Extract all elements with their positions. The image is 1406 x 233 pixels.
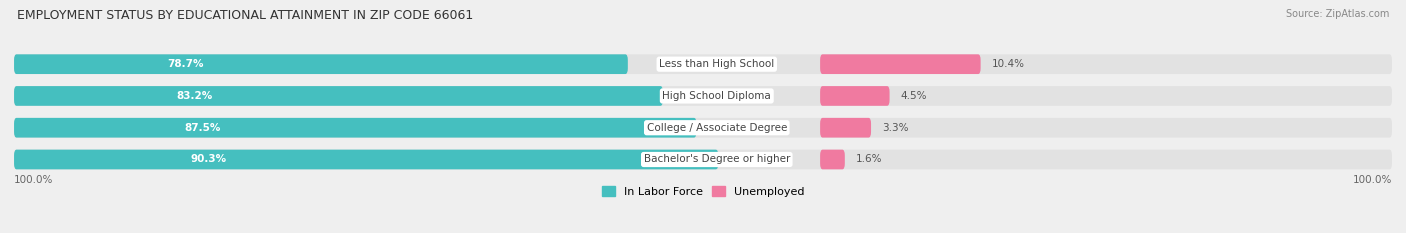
FancyBboxPatch shape xyxy=(14,54,628,74)
FancyBboxPatch shape xyxy=(14,150,718,169)
Text: 100.0%: 100.0% xyxy=(1353,175,1392,185)
Text: 3.3%: 3.3% xyxy=(882,123,908,133)
Text: Less than High School: Less than High School xyxy=(659,59,775,69)
Text: EMPLOYMENT STATUS BY EDUCATIONAL ATTAINMENT IN ZIP CODE 66061: EMPLOYMENT STATUS BY EDUCATIONAL ATTAINM… xyxy=(17,9,474,22)
FancyBboxPatch shape xyxy=(820,86,890,106)
FancyBboxPatch shape xyxy=(820,54,980,74)
Text: 4.5%: 4.5% xyxy=(901,91,927,101)
Text: 100.0%: 100.0% xyxy=(14,175,53,185)
Text: Source: ZipAtlas.com: Source: ZipAtlas.com xyxy=(1285,9,1389,19)
FancyBboxPatch shape xyxy=(14,86,1392,106)
Legend: In Labor Force, Unemployed: In Labor Force, Unemployed xyxy=(598,182,808,201)
FancyBboxPatch shape xyxy=(14,118,1392,137)
FancyBboxPatch shape xyxy=(820,118,872,137)
Text: High School Diploma: High School Diploma xyxy=(662,91,770,101)
Text: 83.2%: 83.2% xyxy=(176,91,212,101)
FancyBboxPatch shape xyxy=(14,54,1392,74)
FancyBboxPatch shape xyxy=(14,86,662,106)
Text: College / Associate Degree: College / Associate Degree xyxy=(647,123,787,133)
Text: Bachelor's Degree or higher: Bachelor's Degree or higher xyxy=(644,154,790,164)
Text: 1.6%: 1.6% xyxy=(856,154,883,164)
FancyBboxPatch shape xyxy=(820,150,845,169)
Text: 90.3%: 90.3% xyxy=(190,154,226,164)
FancyBboxPatch shape xyxy=(14,150,1392,169)
Text: 78.7%: 78.7% xyxy=(167,59,204,69)
FancyBboxPatch shape xyxy=(14,118,696,137)
Text: 10.4%: 10.4% xyxy=(991,59,1025,69)
Text: 87.5%: 87.5% xyxy=(184,123,221,133)
